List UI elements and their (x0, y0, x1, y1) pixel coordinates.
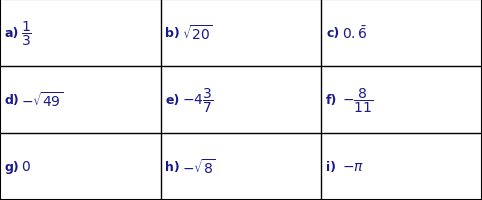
Text: e): e) (165, 94, 180, 106)
Text: f): f) (326, 94, 337, 106)
Text: a): a) (5, 27, 19, 40)
Text: $\sqrt{20}$: $\sqrt{20}$ (182, 24, 213, 43)
Text: i): i) (326, 160, 336, 173)
Text: g): g) (5, 160, 20, 173)
Text: $0.\bar{6}$: $0.\bar{6}$ (342, 25, 368, 42)
Text: $-4\dfrac{3}{7}$: $-4\dfrac{3}{7}$ (182, 86, 213, 114)
Text: $-\pi$: $-\pi$ (342, 160, 364, 174)
Text: h): h) (165, 160, 180, 173)
Text: $-\sqrt{49}$: $-\sqrt{49}$ (21, 91, 64, 109)
Text: c): c) (326, 27, 339, 40)
Text: $-\dfrac{8}{11}$: $-\dfrac{8}{11}$ (342, 86, 374, 114)
Text: $0$: $0$ (21, 160, 31, 174)
Text: b): b) (165, 27, 180, 40)
Text: $-\sqrt{8}$: $-\sqrt{8}$ (182, 157, 215, 176)
Text: d): d) (5, 94, 20, 106)
Text: $\dfrac{1}{3}$: $\dfrac{1}{3}$ (21, 19, 32, 47)
